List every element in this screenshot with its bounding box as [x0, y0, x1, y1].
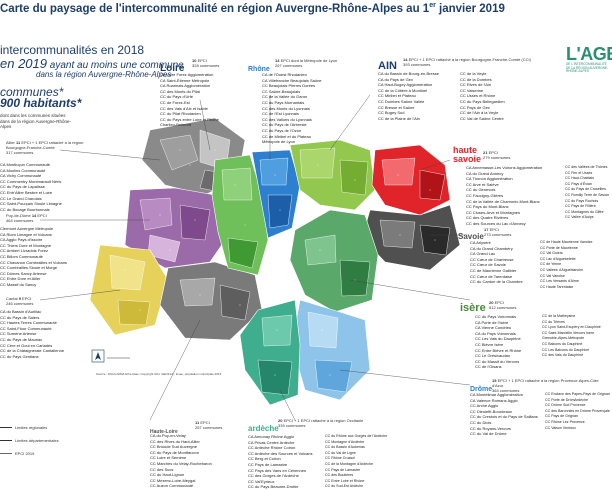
dept-rhone-count: 14 EPCI dont la Métropole de Lyon 267 com…: [275, 58, 338, 68]
dept-savoie-name: Savoie: [458, 232, 484, 241]
dept-allier-name: Allier: [6, 140, 15, 145]
dept-savoie-list-a: CA Arlysère CA du Grand Chambéry CA Grand …: [470, 240, 523, 285]
page-title: Carte du paysage de l'intercommunalité e…: [0, 2, 505, 15]
dept-ardeche-list-a: CA Annonay Rhône Agglo CA Privas Centre A…: [248, 434, 313, 490]
dept-drome-block: Drôme: [470, 378, 492, 396]
dept-allier-count: Allier 11 EPCI + 1 EPCI rattaché à la ré…: [6, 140, 84, 155]
dept-loire-list: CA Loire Forez Agglomération CA Saint-Éti…: [160, 72, 219, 128]
dept-haute-loire-block: Haute-Loire: [150, 420, 178, 438]
agence-logo: L'AGE: [566, 44, 612, 64]
dept-ain-name: AIN: [378, 60, 397, 72]
stat-footnote: dont dans les communes situées dans de l…: [0, 113, 72, 129]
dept-ain-list-b: CC de la Veyle CC de la Dombes CC Rives de…: [460, 71, 505, 121]
legend-label-departmental: Limites départementales: [15, 438, 59, 443]
dept-haute-loire-count: 11 EPCI 257 communes: [195, 420, 223, 430]
dept-haute-savoie-list-a: CA Annemasse-Les Voirons Agglomération CA…: [466, 165, 543, 226]
north-arrow-icon: [91, 349, 105, 363]
legend-swatch-departmental: [0, 440, 12, 441]
dept-ardeche-name: ardèche: [248, 424, 279, 433]
dept-drome-list-a: CA Montélimar Agglomération CA Valence Ro…: [470, 392, 538, 437]
dept-puy-de-dome-count: Puy-de-Dôme 14 EPCI 464 communes: [6, 213, 47, 223]
dept-rhone-list: CA de l'Ouest Rhodanien CA Villefranche B…: [262, 72, 322, 145]
dept-haute-savoie-block: haute savoie: [453, 146, 481, 164]
dept-isere-name: isère: [460, 302, 486, 314]
dept-loire-name: Loire: [160, 63, 185, 74]
dept-savoie-list-b: CC de Haute Maurienne Vanoise CC Porte de…: [540, 240, 593, 289]
legend-swatch-epci: [0, 453, 12, 454]
stat-intercommunalites-2019: en 2019 ayant au moins une commune: [0, 56, 184, 71]
dept-cantal-name: Cantal: [6, 296, 18, 301]
map-legend: Limites régionales Limites départemental…: [0, 425, 60, 456]
dept-rhone-name: Rhône: [248, 66, 270, 73]
dept-ain-count: 14 EPCI + 1 EPCI rattaché à la région Bo…: [403, 57, 531, 67]
stat-intercommunalites-2018: intercommunalités en 2018: [0, 43, 145, 57]
dept-haute-savoie-list-b: CC des Vallées de Thônes CC Fier et Usses…: [565, 165, 610, 220]
dept-haute-savoie-count: 21 EPCI 279 communes: [483, 150, 511, 160]
dept-isere-list-a: CC du Pays Voironnais CA Porte de l'Isère…: [475, 314, 522, 370]
stat-habitants: 900 habitants*: [0, 96, 82, 110]
dept-isere-list-b: CC de la Matheysine CC du Trièves CC Lyon …: [542, 314, 601, 358]
dept-drome-list-b: CC Enclave des Papes-Pays de Grignan CC P…: [545, 392, 610, 430]
dept-drome-count: 15 EPCI + 1 EPCI rattaché à la région Pr…: [492, 378, 599, 393]
legend-swatch-regional: [0, 427, 12, 428]
dept-cantal-count: Cantal 9 EPCI 246 communes: [6, 296, 34, 306]
dept-isere-count: 20 EPCI 512 communes: [489, 300, 517, 310]
source-note: Source : DGCL/SIMA fiche base; Copyright…: [96, 372, 222, 376]
dept-cantal-list: CA du Bassin d'Aurillac CC du Pays de Sal…: [0, 309, 65, 359]
dept-ain-block: AIN: [378, 56, 397, 74]
dept-ardeche-count: 20 EPCI + 1 EPCI rattaché à la région Oc…: [278, 418, 364, 428]
dept-allier-list: CA Montluçon Communauté CA Moulins Commun…: [0, 162, 62, 212]
legend-label-regional: Limites régionales: [15, 425, 48, 430]
stat-region-note: dans la région Auvergne-Rhône-Alpes: [36, 70, 172, 79]
legend-label-epci: EPCI 2019: [15, 451, 35, 456]
dept-ardeche-list-b: CC du Rhône aux Gorges de l'Ardèche CC Mo…: [325, 434, 388, 489]
stat-communes: communes*: [0, 85, 64, 99]
dept-rhone-block: Rhône: [248, 58, 270, 76]
dept-ain-list-a: CA du Bassin de Bourg-en-Bresse CA du Pay…: [378, 71, 439, 121]
dept-loire-block: Loire: [160, 58, 184, 76]
dept-haute-savoie-name: haute savoie: [453, 145, 482, 164]
dept-puy-de-dome-list: Clermont Auvergne Métropole CA Riom Limag…: [0, 226, 67, 287]
dept-loire-count: 10 EPCI 328 communes: [192, 58, 220, 68]
dept-isere-block: isère: [460, 298, 486, 316]
dept-haute-loire-name: Haute-Loire: [150, 429, 178, 435]
dept-savoie-count: 17 EPCI 273 communes: [484, 227, 512, 237]
dept-haute-loire-list: CA du Puy-en-Velay CC des Rives du Haut-A…: [150, 433, 212, 489]
dept-drome-name: Drôme: [470, 386, 493, 393]
dept-puy-de-dome-name: Puy-de-Dôme: [6, 213, 31, 218]
agence-logo-subtitle: DE L'INTERCOMMUNALITÉ DE LA RÉGION AUVER…: [566, 62, 609, 74]
dept-cantal-shape: [89, 244, 169, 336]
dept-ardeche-block: ardèche: [248, 418, 279, 436]
dept-savoie-block: Savoie: [458, 226, 484, 244]
